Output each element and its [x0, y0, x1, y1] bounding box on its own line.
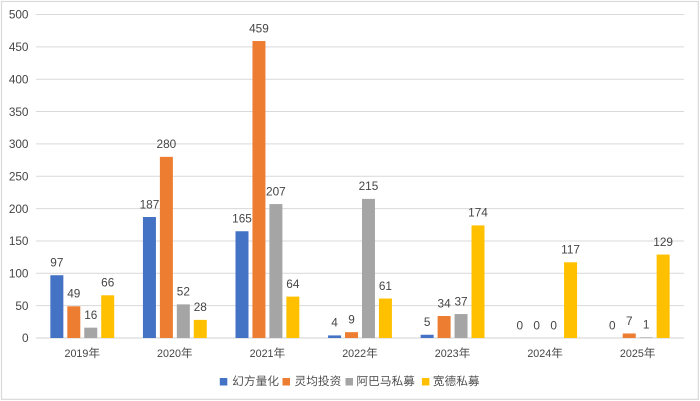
- svg-text:0: 0: [609, 318, 616, 332]
- svg-text:97: 97: [50, 256, 63, 270]
- svg-text:7: 7: [626, 314, 633, 328]
- svg-text:100: 100: [9, 267, 29, 281]
- svg-text:2020: 2020: [157, 348, 181, 360]
- svg-text:2025: 2025: [620, 348, 644, 360]
- svg-text:165: 165: [232, 212, 252, 226]
- svg-text:64: 64: [286, 277, 300, 291]
- svg-text:0: 0: [516, 318, 523, 332]
- svg-text:117: 117: [561, 243, 580, 257]
- svg-text:0: 0: [533, 318, 540, 332]
- svg-text:50: 50: [15, 299, 29, 313]
- svg-text:2022: 2022: [342, 348, 366, 360]
- svg-text:2019: 2019: [64, 348, 88, 360]
- svg-text:500: 500: [9, 8, 29, 22]
- svg-text:34: 34: [438, 296, 452, 310]
- svg-text:66: 66: [101, 276, 115, 290]
- svg-text:459: 459: [249, 21, 269, 35]
- svg-text:2021: 2021: [250, 348, 274, 360]
- svg-text:450: 450: [9, 40, 29, 54]
- svg-text:207: 207: [266, 184, 286, 198]
- svg-text:0: 0: [22, 331, 29, 345]
- svg-text:280: 280: [157, 137, 177, 151]
- svg-text:2024: 2024: [527, 348, 551, 360]
- svg-text:350: 350: [9, 105, 29, 119]
- svg-text:0: 0: [550, 318, 557, 332]
- svg-text:5: 5: [424, 315, 431, 329]
- svg-text:49: 49: [67, 287, 80, 301]
- svg-text:150: 150: [9, 234, 29, 248]
- svg-text:37: 37: [454, 294, 467, 308]
- svg-text:2023: 2023: [435, 348, 459, 360]
- svg-text:9: 9: [348, 312, 355, 326]
- svg-text:215: 215: [359, 179, 379, 193]
- svg-text:174: 174: [468, 206, 488, 220]
- svg-text:28: 28: [194, 300, 208, 314]
- svg-text:4: 4: [331, 316, 338, 330]
- svg-text:200: 200: [9, 202, 29, 216]
- svg-text:52: 52: [177, 285, 190, 299]
- svg-text:61: 61: [379, 279, 392, 293]
- svg-text:400: 400: [9, 72, 29, 86]
- svg-text:129: 129: [653, 235, 673, 249]
- svg-text:300: 300: [9, 137, 29, 151]
- svg-text:16: 16: [84, 308, 98, 322]
- svg-text:1: 1: [643, 318, 650, 332]
- svg-text:250: 250: [9, 169, 29, 183]
- svg-text:187: 187: [140, 197, 160, 211]
